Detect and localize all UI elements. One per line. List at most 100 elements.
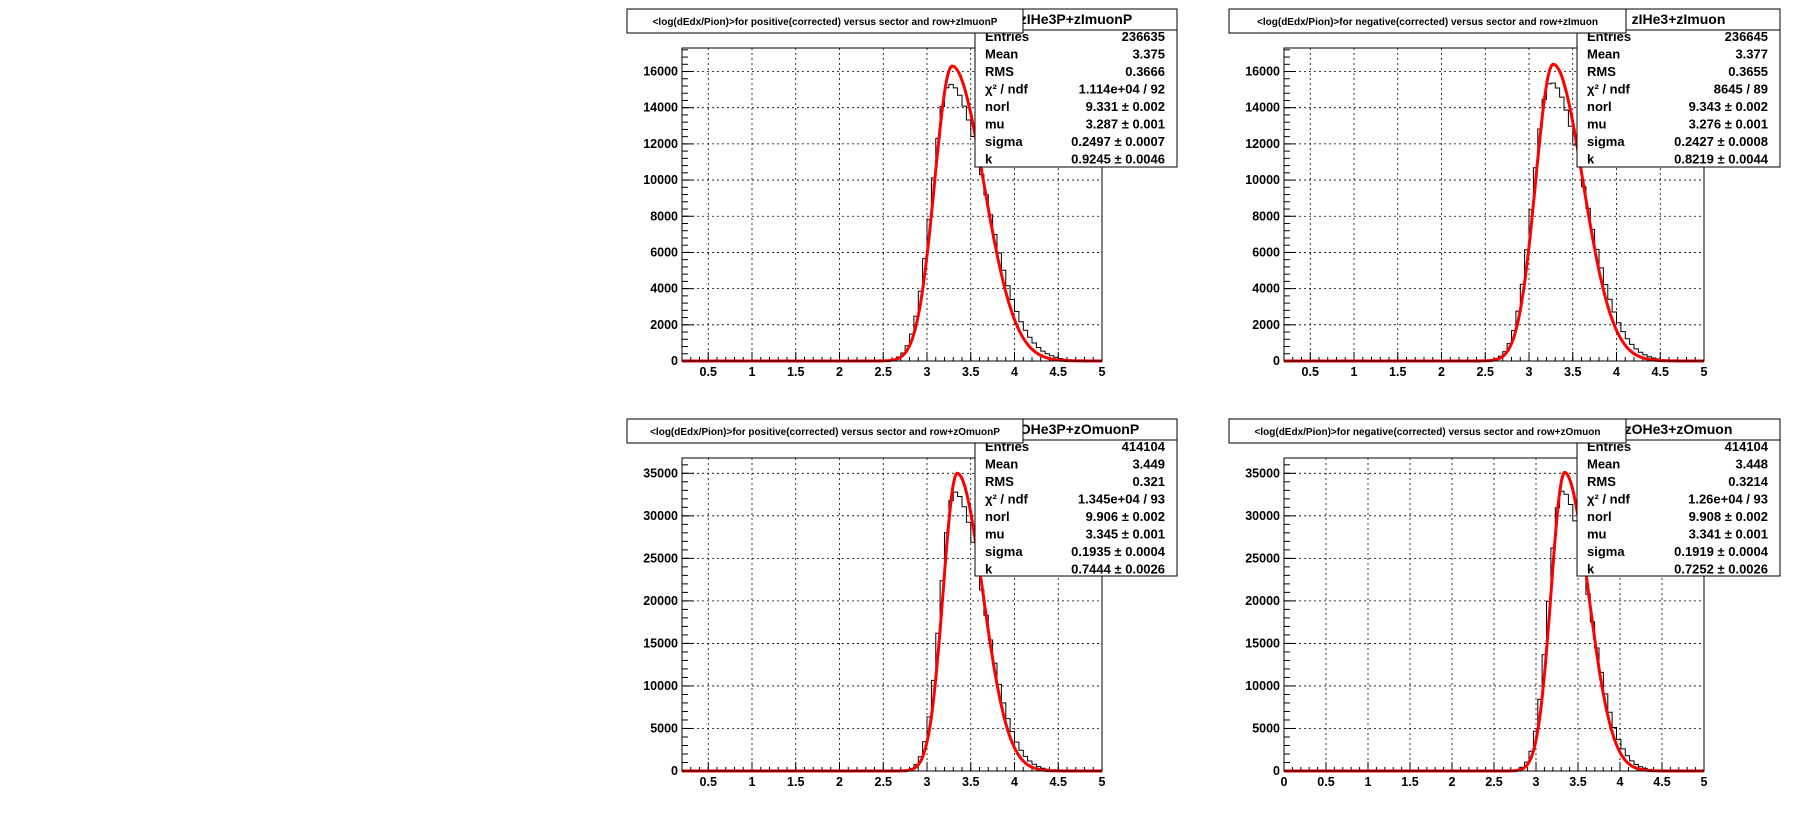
stats-value: 236635 <box>1122 29 1165 44</box>
stats-value: 1.345e+04 / 93 <box>1078 492 1165 507</box>
x-tick-label: 4 <box>1613 365 1620 379</box>
histogram-panel-zOmuonP: 0.5 1 1.5 2 2.5 3 3.5 4 4.5 5 0 5000 10000 15000 20000… <box>626 418 1178 789</box>
stats-label: χ² / ndf <box>985 492 1029 507</box>
stats-label: Mean <box>985 47 1018 62</box>
plot-frame <box>1283 47 1705 362</box>
stats-value: 0.3655 <box>1728 64 1768 79</box>
stats-value: 0.2497 ± 0.0007 <box>1071 134 1165 149</box>
plot-frame <box>681 47 1103 362</box>
stats-value: 1.114e+04 / 92 <box>1079 82 1165 97</box>
stats-value: 0.1919 ± 0.0004 <box>1674 544 1769 559</box>
x-tick-label: 2.5 <box>875 365 892 379</box>
y-tick-label: 0 <box>1273 354 1280 368</box>
chart-title: <log(dEdx/Pion)>for negative(corrected) … <box>1257 17 1598 28</box>
y-tick-label: 20000 <box>1245 594 1280 608</box>
stats-value: 0.8219 ± 0.0044 <box>1674 152 1769 167</box>
stats-box <box>1576 8 1781 168</box>
stats-value: 0.7252 ± 0.0026 <box>1674 562 1768 577</box>
x-tick-label: 3 <box>924 365 931 379</box>
x-tick-label: 2 <box>836 775 843 789</box>
stats-label: mu <box>1587 527 1607 542</box>
stats-label: Mean <box>1587 457 1620 472</box>
histogram-panel-zImuon: 0.5 1 1.5 2 2.5 3 3.5 4 4.5 5 0 2000 4000 6000 8000 100… <box>1228 8 1781 379</box>
stats-label: k <box>1587 152 1595 167</box>
x-tick-label: 4 <box>1011 365 1018 379</box>
stats-value: 9.331 ± 0.002 <box>1086 99 1165 114</box>
x-tick-label: 3 <box>1533 775 1540 789</box>
stats-value: 9.906 ± 0.002 <box>1086 509 1165 524</box>
x-tick-label: 2.5 <box>1477 365 1494 379</box>
x-tick-label: 1 <box>749 365 756 379</box>
stats-value: 236645 <box>1725 29 1768 44</box>
stats-value: 3.276 ± 0.001 <box>1689 117 1768 132</box>
stats-value: 0.9245 ± 0.0046 <box>1071 152 1165 167</box>
y-tick-label: 6000 <box>1252 245 1280 259</box>
y-tick-label: 6000 <box>650 245 678 259</box>
x-tick-label: 4 <box>1011 775 1018 789</box>
stats-label: mu <box>985 527 1005 542</box>
stats-label: χ² / ndf <box>1587 492 1631 507</box>
x-tick-label: 0 <box>1281 775 1288 789</box>
x-tick-label: 0.5 <box>1302 365 1319 379</box>
x-tick-label: 3.5 <box>1569 775 1586 789</box>
x-tick-label: 3.5 <box>962 365 979 379</box>
stats-label: norl <box>985 509 1010 524</box>
y-tick-label: 2000 <box>650 318 678 332</box>
stats-value: 3.287 ± 0.001 <box>1086 117 1165 132</box>
x-tick-label: 3.5 <box>1564 365 1581 379</box>
x-tick-label: 2 <box>1449 775 1456 789</box>
stats-label: χ² / ndf <box>985 82 1029 97</box>
stats-box <box>974 418 1178 577</box>
y-tick-label: 30000 <box>1245 509 1280 523</box>
stats-label: Mean <box>1587 47 1620 62</box>
y-tick-label: 25000 <box>643 551 678 565</box>
title-box <box>626 8 1024 34</box>
stats-label: RMS <box>1587 64 1616 79</box>
x-tick-label: 1 <box>1351 365 1358 379</box>
stats-label: sigma <box>985 544 1023 559</box>
stats-value: 3.449 <box>1132 457 1165 472</box>
stats-label: k <box>985 562 993 577</box>
stats-label: norl <box>985 99 1010 114</box>
histogram-panel-zImuonP: 0.5 1 1.5 2 2.5 3 3.5 4 4.5 5 0 2000 4000 6000 8000 100… <box>626 8 1178 379</box>
stats-value: 0.321 <box>1132 474 1165 489</box>
stats-value: 8645 / 89 <box>1714 82 1768 97</box>
y-tick-label: 10000 <box>1245 173 1280 187</box>
y-tick-label: 15000 <box>1245 636 1280 650</box>
x-tick-label: 2 <box>836 365 843 379</box>
stats-value: 0.1935 ± 0.0004 <box>1071 544 1166 559</box>
stats-value: 3.377 <box>1735 47 1768 62</box>
stats-value: 0.3666 <box>1125 64 1165 79</box>
x-tick-label: 2 <box>1438 365 1445 379</box>
y-tick-label: 14000 <box>1245 101 1280 115</box>
stats-value: 3.345 ± 0.001 <box>1086 527 1165 542</box>
x-tick-label: 4.5 <box>1653 775 1670 789</box>
stats-value: 3.448 <box>1735 457 1768 472</box>
stats-label: mu <box>985 117 1005 132</box>
y-tick-label: 12000 <box>1245 137 1280 151</box>
stats-box <box>1576 418 1781 577</box>
y-tick-label: 8000 <box>1252 209 1280 223</box>
x-tick-label: 1.5 <box>1389 365 1406 379</box>
y-tick-label: 35000 <box>643 466 678 480</box>
x-tick-label: 4.5 <box>1652 365 1669 379</box>
x-tick-label: 0.5 <box>700 365 717 379</box>
stats-label: sigma <box>1587 544 1625 559</box>
stats-label: norl <box>1587 509 1612 524</box>
y-tick-label: 5000 <box>650 721 678 735</box>
stats-title: zIHe3+zImuon <box>1632 11 1726 27</box>
stats-value: 414104 <box>1122 439 1166 454</box>
stats-label: sigma <box>1587 134 1625 149</box>
stats-value: 0.3214 <box>1728 474 1769 489</box>
plot-frame <box>681 457 1103 772</box>
x-tick-label: 0.5 <box>1317 775 1334 789</box>
x-tick-label: 5 <box>1099 775 1106 789</box>
stats-value: 414104 <box>1725 439 1769 454</box>
stats-title: zIHe3P+zImuonP <box>1020 11 1132 27</box>
stats-label: sigma <box>985 134 1023 149</box>
stats-label: RMS <box>985 64 1014 79</box>
y-tick-label: 4000 <box>1252 282 1280 296</box>
y-tick-label: 16000 <box>643 65 678 79</box>
stats-value: 3.341 ± 0.001 <box>1689 527 1768 542</box>
